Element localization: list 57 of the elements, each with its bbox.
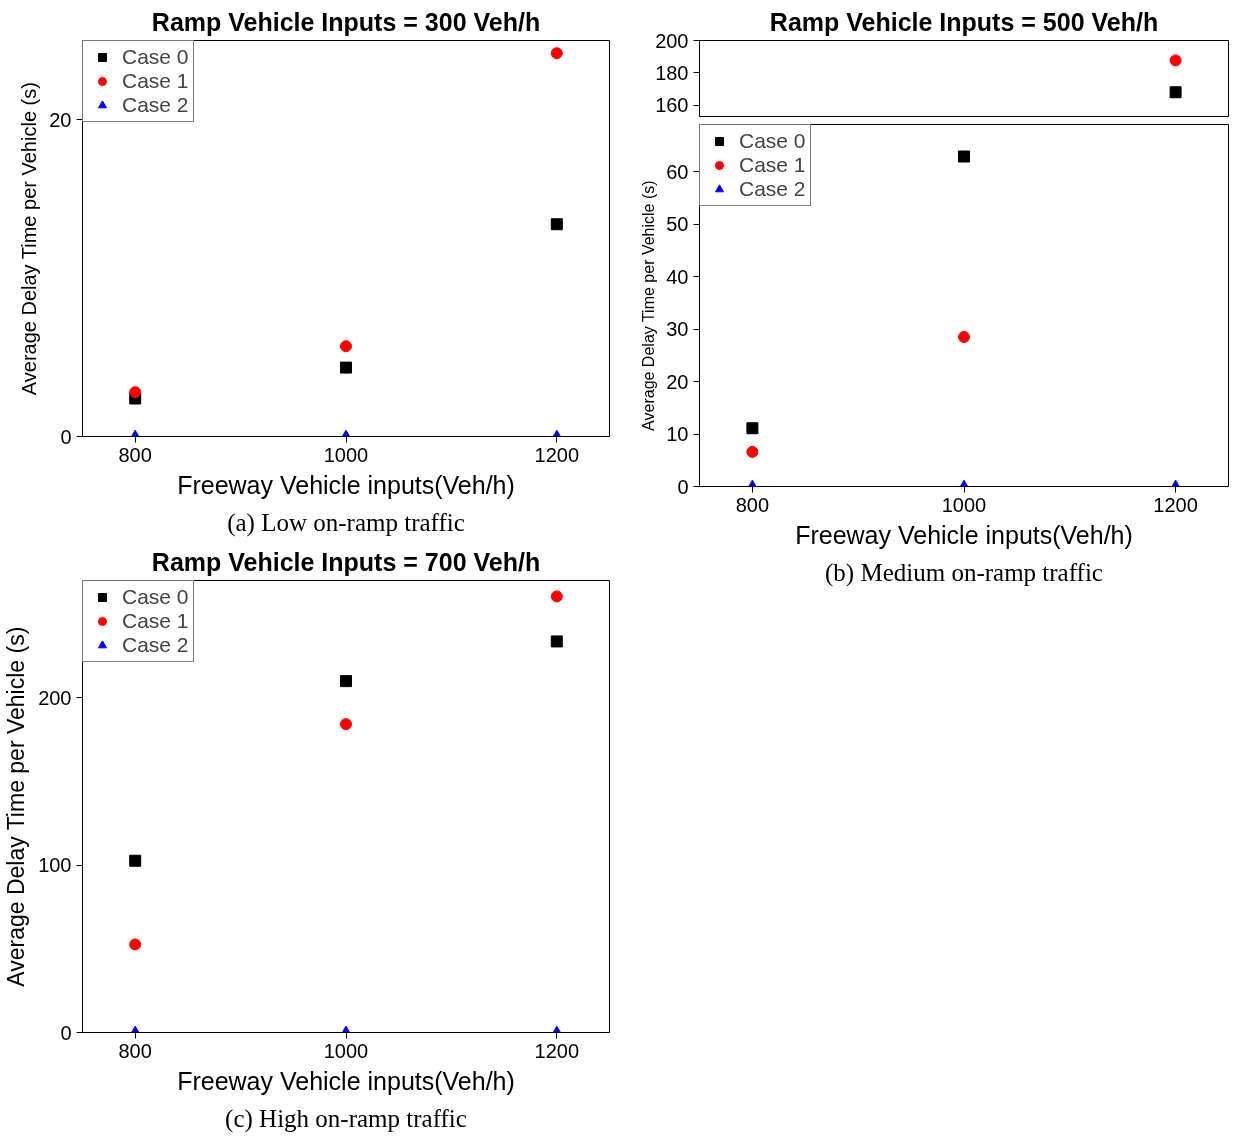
y-tick-label: 20 (49, 108, 72, 131)
y-tick-label: 60 (666, 160, 689, 183)
text: (b) Medium on-ramp traffic (825, 558, 1103, 587)
point (340, 361, 352, 374)
legend-label: Case 1 (122, 69, 189, 93)
point (958, 330, 970, 343)
point (340, 718, 352, 731)
y-tick-label: 20 (666, 370, 689, 393)
chart-title: Ramp Vehicle Inputs = 500 Veh/h (769, 7, 1159, 36)
x-tick-label: 1200 (534, 443, 580, 466)
y-tick-label: 30 (666, 318, 689, 341)
legend-label: Case 1 (739, 153, 806, 177)
point (550, 218, 563, 231)
point (340, 340, 352, 353)
y-axis-title: Average Delay Time per Vehicle (s) (640, 180, 658, 431)
y-tick-label: 200 (38, 686, 72, 709)
x-tick-label: 1000 (941, 493, 987, 516)
legend-label: Case 1 (122, 609, 189, 633)
legend-label: Case 0 (122, 45, 189, 69)
y-tick-label: 0 (677, 475, 689, 498)
legend-label: Case 0 (122, 585, 189, 609)
point (129, 386, 142, 399)
x-tick-label: 800 (735, 493, 770, 516)
point (958, 150, 970, 163)
legend-label: Case 2 (122, 633, 189, 657)
y-tick-label: 40 (666, 265, 689, 288)
x-tick-label: 800 (118, 1039, 152, 1062)
x-tick-label: 1000 (323, 443, 369, 466)
y-axis-title: Average Delay Time per Vehicle (s) (18, 82, 41, 396)
x-axis-title: Freeway Vehicle inputs(Veh/h) (177, 1066, 515, 1095)
x-tick-label: 1200 (534, 1039, 580, 1062)
chart-title: Ramp Vehicle Inputs = 300 Veh/h (151, 7, 541, 36)
point (550, 47, 563, 60)
point (340, 675, 352, 688)
legend-label: Case 2 (122, 93, 189, 117)
text: (c) High on-ramp traffic (225, 1104, 467, 1133)
y-tick-label: 0 (60, 1021, 72, 1044)
chart-title: Ramp Vehicle Inputs = 700 Veh/h (151, 547, 541, 576)
y-tick-label: 10 (666, 423, 689, 446)
x-axis-title: Freeway Vehicle inputs(Veh/h) (795, 520, 1133, 549)
y-tick-label: 100 (38, 854, 72, 877)
y-tick-label: 180 (655, 61, 689, 84)
point (550, 635, 563, 648)
x-tick-label: 1000 (323, 1039, 369, 1062)
x-tick-label: 800 (118, 443, 152, 466)
y-tick-label: 0 (60, 425, 72, 448)
x-axis-title: Freeway Vehicle inputs(Veh/h) (177, 470, 515, 499)
y-tick-label: 200 (655, 29, 689, 52)
x-tick-label: 1200 (1153, 493, 1198, 516)
legend-label: Case 2 (739, 177, 806, 201)
text: (a) Low on-ramp traffic (227, 508, 465, 537)
point (550, 590, 563, 603)
point (129, 854, 142, 867)
y-tick-label: 50 (666, 213, 689, 236)
y-tick-label: 160 (655, 94, 689, 117)
legend-label: Case 0 (739, 129, 806, 153)
y-axis-title: Average Delay Time per Vehicle (s) (3, 626, 30, 987)
